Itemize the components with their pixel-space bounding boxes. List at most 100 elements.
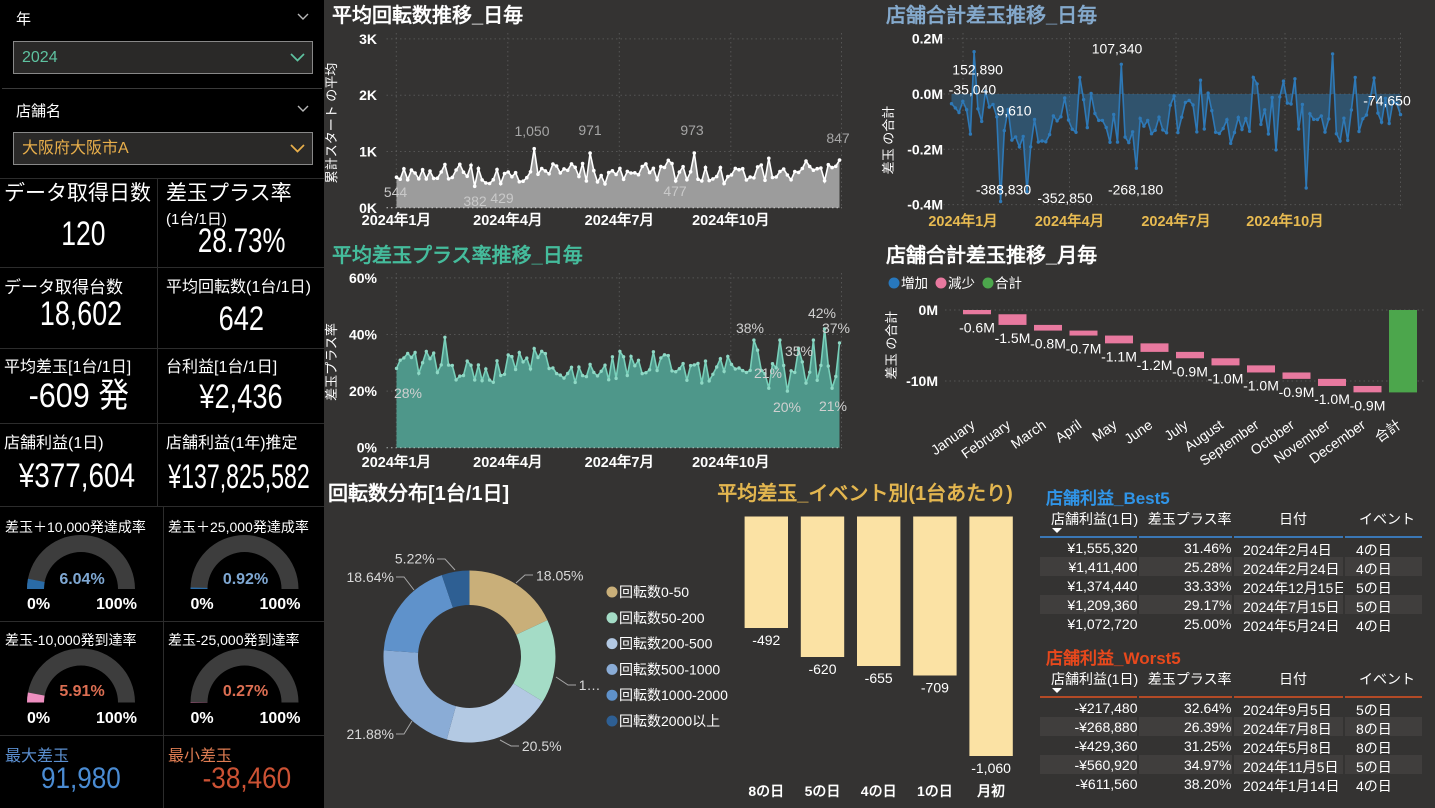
svg-text:35%: 35% [785, 343, 813, 359]
svg-text:-74,650: -74,650 [1363, 93, 1411, 109]
svg-text:回転数0-50: 回転数0-50 [619, 584, 689, 600]
svg-text:-352,850: -352,850 [1037, 190, 1092, 206]
svg-text:28%: 28% [394, 385, 422, 401]
svg-text:月初: 月初 [976, 783, 1005, 799]
svg-text:2024年10月: 2024年10月 [692, 453, 769, 471]
svg-text:-655: -655 [865, 670, 893, 686]
svg-text:2024年7月: 2024年7月 [585, 211, 654, 229]
svg-text:-1,060: -1,060 [971, 760, 1011, 776]
svg-text:差玉 の合計: 差玉 の合計 [884, 311, 899, 380]
svg-text:May: May [1089, 416, 1120, 444]
svg-text:-0.9M: -0.9M [1172, 363, 1208, 379]
svg-text:60%: 60% [349, 270, 378, 286]
svg-text:152,890: 152,890 [952, 62, 1003, 78]
svg-text:20%: 20% [349, 383, 378, 399]
svg-text:9,610: 9,610 [996, 103, 1031, 119]
svg-text:平均回転数推移_日毎: 平均回転数推移_日毎 [332, 3, 523, 27]
svg-text:-10M: -10M [906, 373, 938, 389]
svg-text:20.5%: 20.5% [522, 738, 562, 754]
svg-text:1K: 1K [359, 144, 377, 160]
svg-text:-0.9M: -0.9M [1279, 384, 1315, 400]
svg-text:21%: 21% [754, 365, 782, 381]
svg-text:回転数分布[1台/1日]: 回転数分布[1台/1日] [328, 481, 509, 505]
svg-text:2024年10月: 2024年10月 [692, 211, 769, 229]
svg-text:店舗合計差玉推移_月毎: 店舗合計差玉推移_月毎 [886, 243, 1097, 267]
svg-text:増加: 増加 [901, 276, 928, 291]
svg-text:2K: 2K [359, 87, 377, 103]
svg-text:-1.0M: -1.0M [1208, 370, 1244, 386]
svg-text:-1.0M: -1.0M [1243, 378, 1279, 394]
svg-text:21.88%: 21.88% [347, 726, 394, 742]
svg-text:1,050: 1,050 [514, 123, 549, 139]
svg-text:0.2M: 0.2M [912, 31, 943, 47]
svg-text:合計: 合計 [995, 276, 1022, 291]
svg-text:June: June [1121, 416, 1155, 447]
svg-text:-1.5M: -1.5M [995, 330, 1031, 346]
svg-text:1…: 1… [579, 677, 601, 693]
svg-text:回転数500-1000: 回転数500-1000 [619, 661, 720, 677]
svg-text:-1.2M: -1.2M [1137, 357, 1173, 373]
svg-text:-0.6M: -0.6M [959, 319, 995, 335]
svg-text:107,340: 107,340 [1092, 41, 1143, 57]
svg-text:-492: -492 [752, 632, 780, 648]
svg-text:-1.1M: -1.1M [1101, 348, 1137, 364]
svg-text:38%: 38% [736, 320, 764, 336]
svg-text:-0.4M: -0.4M [907, 197, 943, 213]
svg-text:2024年1月: 2024年1月 [928, 212, 997, 230]
svg-text:20%: 20% [773, 399, 801, 415]
svg-text:37%: 37% [822, 320, 850, 336]
svg-text:回転数50-200: 回転数50-200 [619, 610, 705, 626]
svg-text:回転数2000以上: 回転数2000以上 [619, 713, 720, 729]
svg-text:平均差玉プラス率推移_日毎: 平均差玉プラス率推移_日毎 [332, 243, 583, 267]
svg-text:2024年1月: 2024年1月 [362, 453, 431, 471]
svg-text:847: 847 [826, 130, 850, 146]
svg-text:0.0M: 0.0M [912, 86, 943, 102]
svg-text:-1.0M: -1.0M [1314, 391, 1350, 407]
svg-text:2024年7月: 2024年7月 [1141, 212, 1210, 230]
svg-text:18.05%: 18.05% [536, 568, 583, 584]
svg-text:0%: 0% [357, 440, 378, 456]
svg-text:5の日: 5の日 [805, 783, 841, 799]
svg-text:-0.2M: -0.2M [907, 141, 943, 157]
svg-text:4の日: 4の日 [861, 783, 897, 799]
svg-text:差玉 の合計: 差玉 の合計 [881, 106, 896, 175]
svg-text:-0.8M: -0.8M [1030, 336, 1066, 352]
svg-text:回転数1000-2000: 回転数1000-2000 [619, 687, 728, 703]
svg-text:2024年4月: 2024年4月 [473, 453, 542, 471]
svg-text:40%: 40% [349, 327, 378, 343]
svg-text:平均差玉_イベント別(1台あたり): 平均差玉_イベント別(1台あたり) [717, 481, 1013, 505]
svg-text:合計: 合計 [1372, 416, 1404, 445]
svg-text:382: 382 [463, 193, 487, 209]
svg-text:2024年4月: 2024年4月 [1035, 212, 1104, 230]
svg-text:-35,040: -35,040 [949, 82, 997, 98]
svg-text:2024年1月: 2024年1月 [362, 211, 431, 229]
svg-text:-0.9M: -0.9M [1350, 397, 1386, 413]
svg-text:-268,180: -268,180 [1108, 182, 1163, 198]
svg-text:-388,830: -388,830 [976, 182, 1031, 198]
svg-text:March: March [1008, 416, 1049, 451]
svg-text:8の日: 8の日 [748, 783, 784, 799]
svg-text:544: 544 [384, 184, 408, 200]
svg-text:April: April [1052, 416, 1084, 445]
svg-text:0K: 0K [359, 200, 377, 216]
svg-text:477: 477 [663, 183, 687, 199]
svg-text:2024年4月: 2024年4月 [473, 211, 542, 229]
svg-text:2024年10月: 2024年10月 [1246, 212, 1323, 230]
svg-text:0M: 0M [919, 302, 938, 318]
svg-text:3K: 3K [359, 31, 377, 47]
svg-text:971: 971 [578, 122, 602, 138]
svg-text:店舗合計差玉推移_日毎: 店舗合計差玉推移_日毎 [886, 3, 1097, 27]
svg-text:42%: 42% [808, 305, 836, 321]
svg-text:5.22%: 5.22% [395, 551, 435, 567]
svg-text:回転数200-500: 回転数200-500 [619, 636, 713, 652]
svg-text:減少: 減少 [948, 275, 975, 291]
svg-text:-709: -709 [921, 680, 949, 696]
svg-text:累計スタート の平均: 累計スタート の平均 [324, 63, 339, 184]
svg-text:1の日: 1の日 [917, 783, 953, 799]
svg-text:-620: -620 [808, 661, 836, 677]
svg-text:2024年7月: 2024年7月 [585, 453, 654, 471]
svg-text:差玉プラス率: 差玉プラス率 [324, 323, 339, 401]
svg-text:-0.7M: -0.7M [1066, 341, 1102, 357]
svg-text:973: 973 [680, 122, 704, 138]
svg-text:429: 429 [490, 190, 514, 206]
